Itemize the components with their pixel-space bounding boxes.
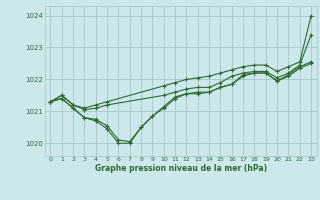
X-axis label: Graphe pression niveau de la mer (hPa): Graphe pression niveau de la mer (hPa) xyxy=(95,164,267,173)
